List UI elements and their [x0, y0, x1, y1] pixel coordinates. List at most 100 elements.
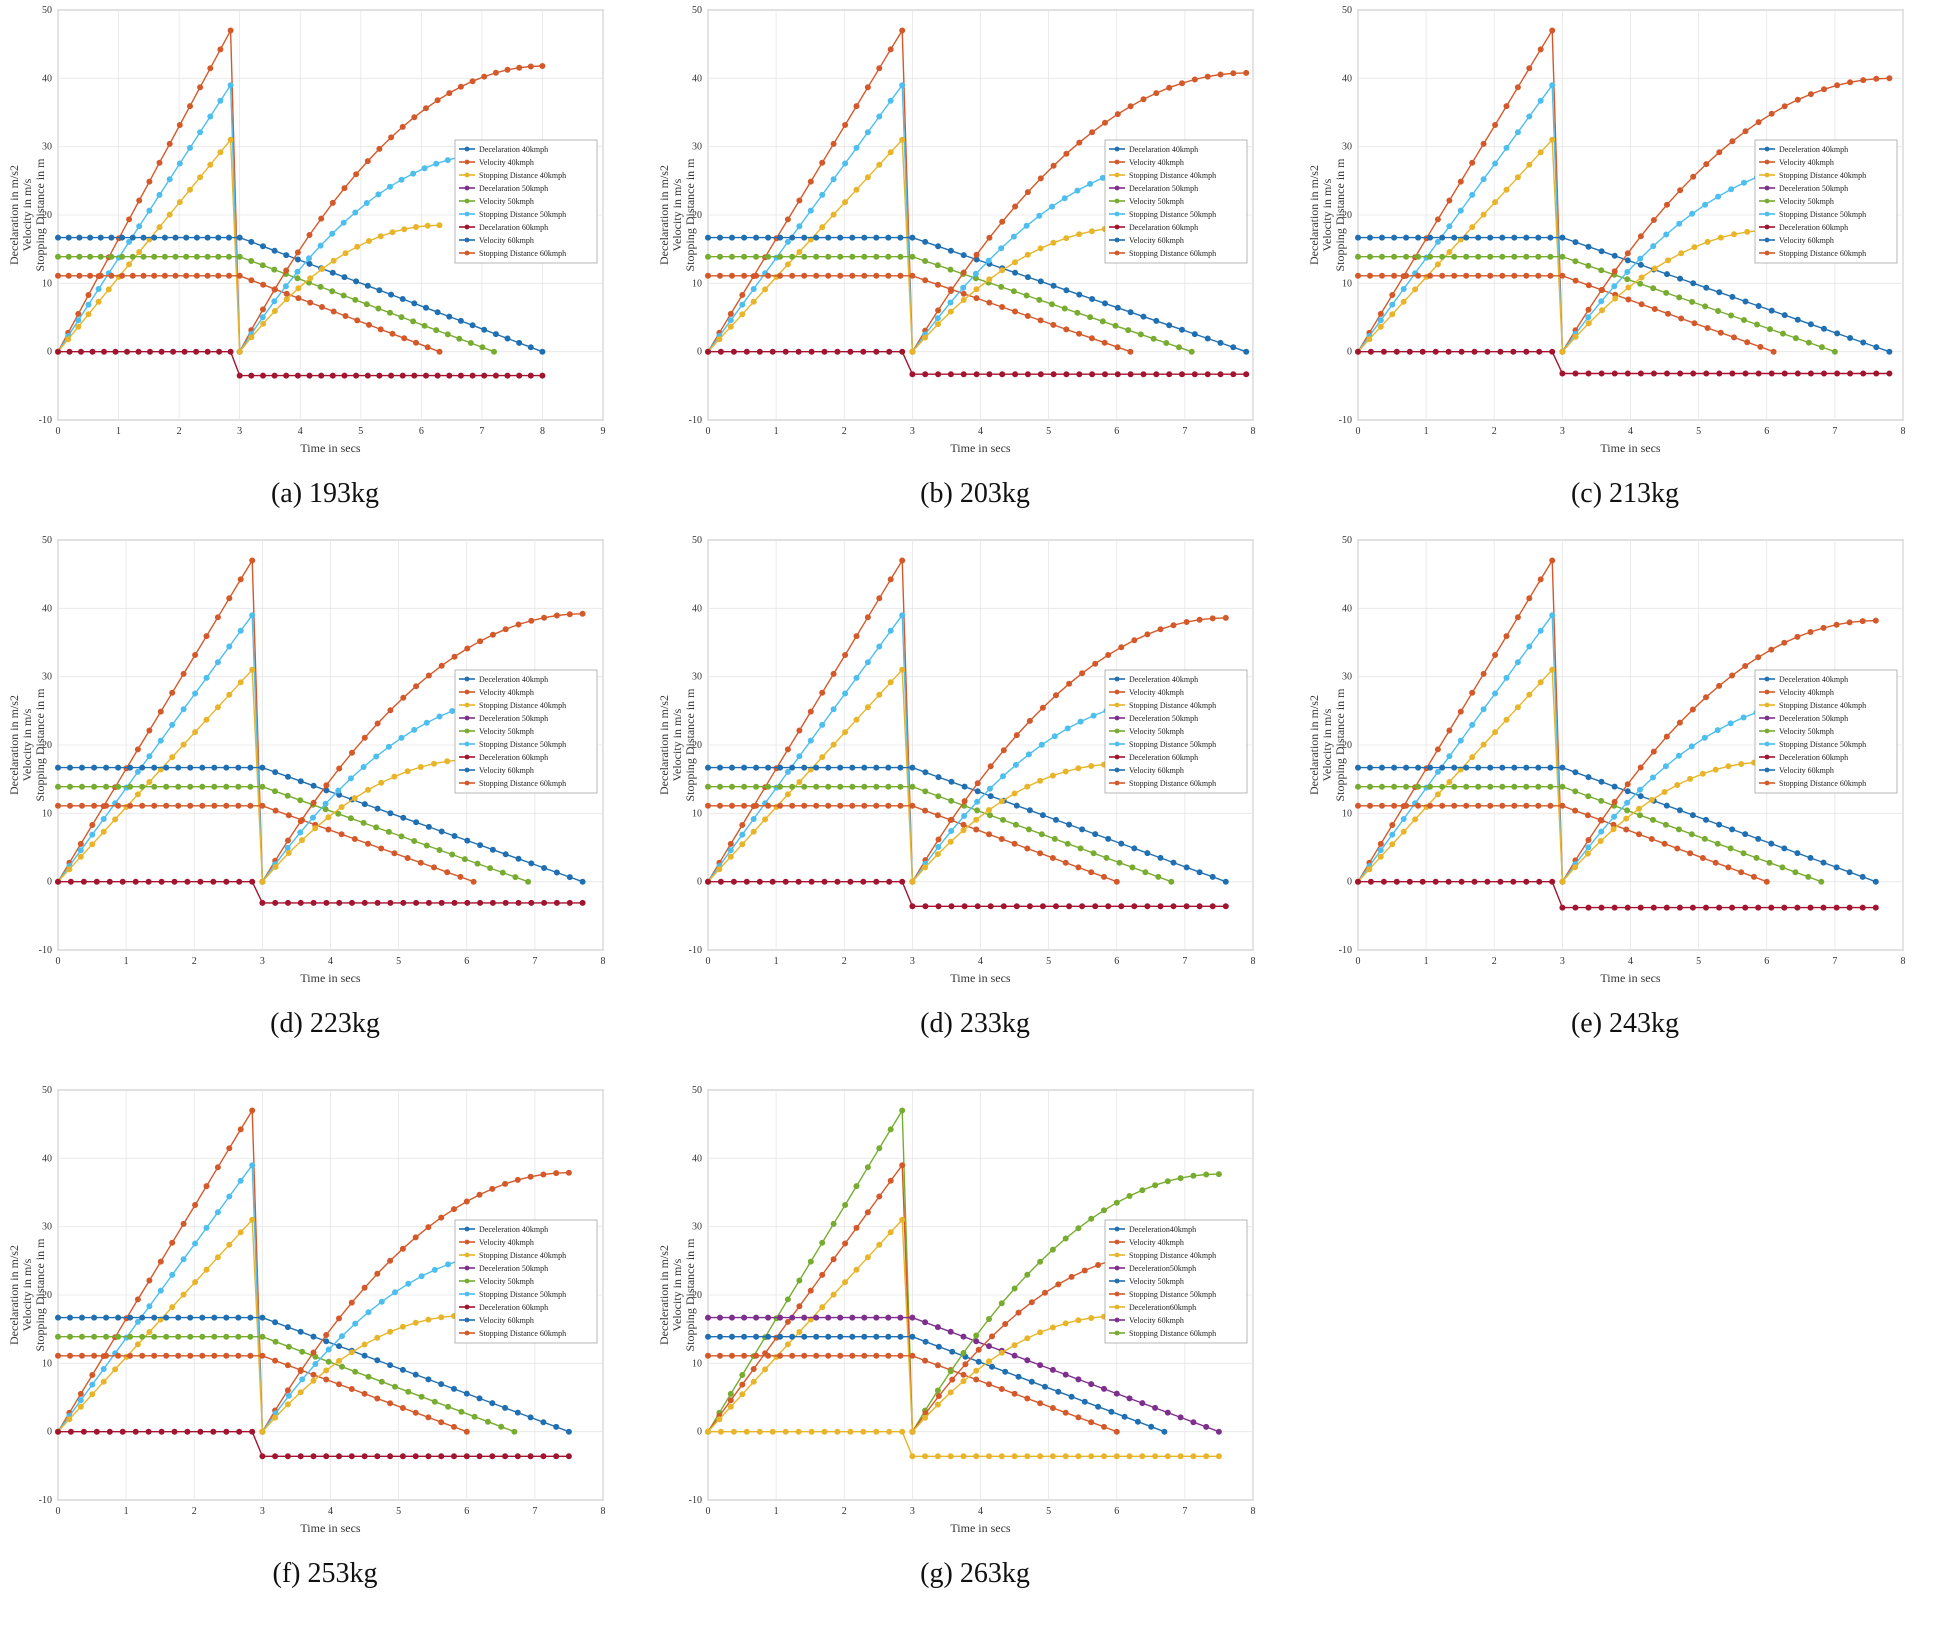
data-point [1052, 903, 1059, 910]
data-point [352, 1368, 359, 1375]
data-point [973, 295, 980, 302]
data-point [1740, 850, 1747, 857]
data-point [1475, 272, 1482, 279]
data-point [1860, 339, 1867, 346]
data-point [1833, 864, 1840, 871]
y-tick-label: 40 [692, 73, 702, 84]
data-point [1028, 1299, 1035, 1306]
data-point [834, 878, 841, 885]
data-point [361, 1453, 368, 1460]
data-point [67, 1352, 74, 1359]
data-point [830, 140, 837, 147]
data-point [1400, 298, 1407, 305]
data-point [1611, 813, 1618, 820]
series-plateau [705, 764, 1229, 885]
legend-marker [464, 224, 470, 230]
legend-entry: Velocity 60kmph [479, 766, 534, 775]
data-point [479, 344, 486, 351]
x-tick-label: 5 [1046, 1506, 1051, 1517]
y-tick-label: 20 [692, 1290, 702, 1301]
data-point [1549, 666, 1556, 673]
data-point [360, 763, 367, 770]
legend-marker [464, 1304, 470, 1310]
data-point [312, 825, 319, 832]
x-axis-label: Time in secs [1600, 441, 1661, 455]
data-point [361, 1341, 368, 1348]
data-point [1049, 1246, 1056, 1253]
data-point [784, 768, 791, 775]
data-point [819, 1304, 826, 1311]
x-tick-label: 7 [1182, 1506, 1187, 1517]
data-point [887, 97, 894, 104]
data-point [985, 257, 992, 264]
data-point [1011, 259, 1018, 266]
data-point [55, 348, 62, 355]
legend-entry: Deceleration 50kmph [1779, 184, 1848, 193]
data-point [151, 1314, 158, 1321]
x-tick-label: 7 [1832, 426, 1837, 437]
y-tick-label: 40 [42, 603, 52, 614]
data-point [1114, 371, 1121, 378]
data-point [1114, 304, 1121, 311]
data-point [476, 1191, 483, 1198]
data-point [795, 348, 802, 355]
data-point [312, 1360, 319, 1367]
data-point [91, 783, 98, 790]
data-point [129, 272, 136, 279]
data-point [1380, 878, 1387, 885]
data-point [717, 234, 724, 241]
data-point [352, 296, 359, 303]
data-point [105, 286, 112, 293]
data-point [434, 309, 441, 316]
data-point [322, 806, 329, 813]
data-point [825, 272, 832, 279]
data-point [438, 1214, 445, 1221]
data-point [1768, 840, 1775, 847]
y-tick-label: -10 [39, 415, 52, 426]
data-point [1549, 348, 1556, 355]
data-point [860, 348, 867, 355]
data-point [136, 197, 143, 204]
data-point [1572, 277, 1579, 284]
data-point [338, 1363, 345, 1370]
data-point [203, 1183, 210, 1190]
data-point [1503, 674, 1510, 681]
data-point [1650, 216, 1657, 223]
legend-entry: Velocity 40kmph [1129, 1238, 1184, 1247]
data-point [151, 1333, 158, 1340]
data-point [807, 178, 814, 185]
x-tick-label: 1 [124, 956, 129, 967]
data-point [1230, 70, 1237, 77]
data-point [876, 595, 883, 602]
data-point [1367, 234, 1374, 241]
data-point [1463, 764, 1470, 771]
data-point [79, 802, 86, 809]
data-point [1537, 576, 1544, 583]
data-point [765, 802, 772, 809]
data-point [1572, 333, 1579, 340]
data-point [223, 764, 230, 771]
data-point [1730, 231, 1737, 238]
data-point [716, 1416, 723, 1423]
legend-box [1104, 669, 1248, 794]
data-point [1063, 371, 1070, 378]
legend-entry: Stopping Distance 50kmph [479, 740, 566, 749]
data-point [705, 348, 712, 355]
data-point [1611, 283, 1618, 290]
data-point [1637, 904, 1644, 911]
data-point [1000, 903, 1007, 910]
data-point [203, 716, 210, 723]
data-point [400, 814, 407, 821]
data-point [849, 802, 856, 809]
data-point [192, 690, 199, 697]
data-point [374, 720, 381, 727]
data-point [909, 234, 916, 241]
data-point [1196, 869, 1203, 876]
data-point [1624, 250, 1631, 257]
data-point [873, 1352, 880, 1359]
data-point [1651, 305, 1658, 312]
data-point [566, 874, 573, 881]
data-point [1126, 1193, 1133, 1200]
data-point [861, 1333, 868, 1340]
data-point [329, 230, 336, 237]
